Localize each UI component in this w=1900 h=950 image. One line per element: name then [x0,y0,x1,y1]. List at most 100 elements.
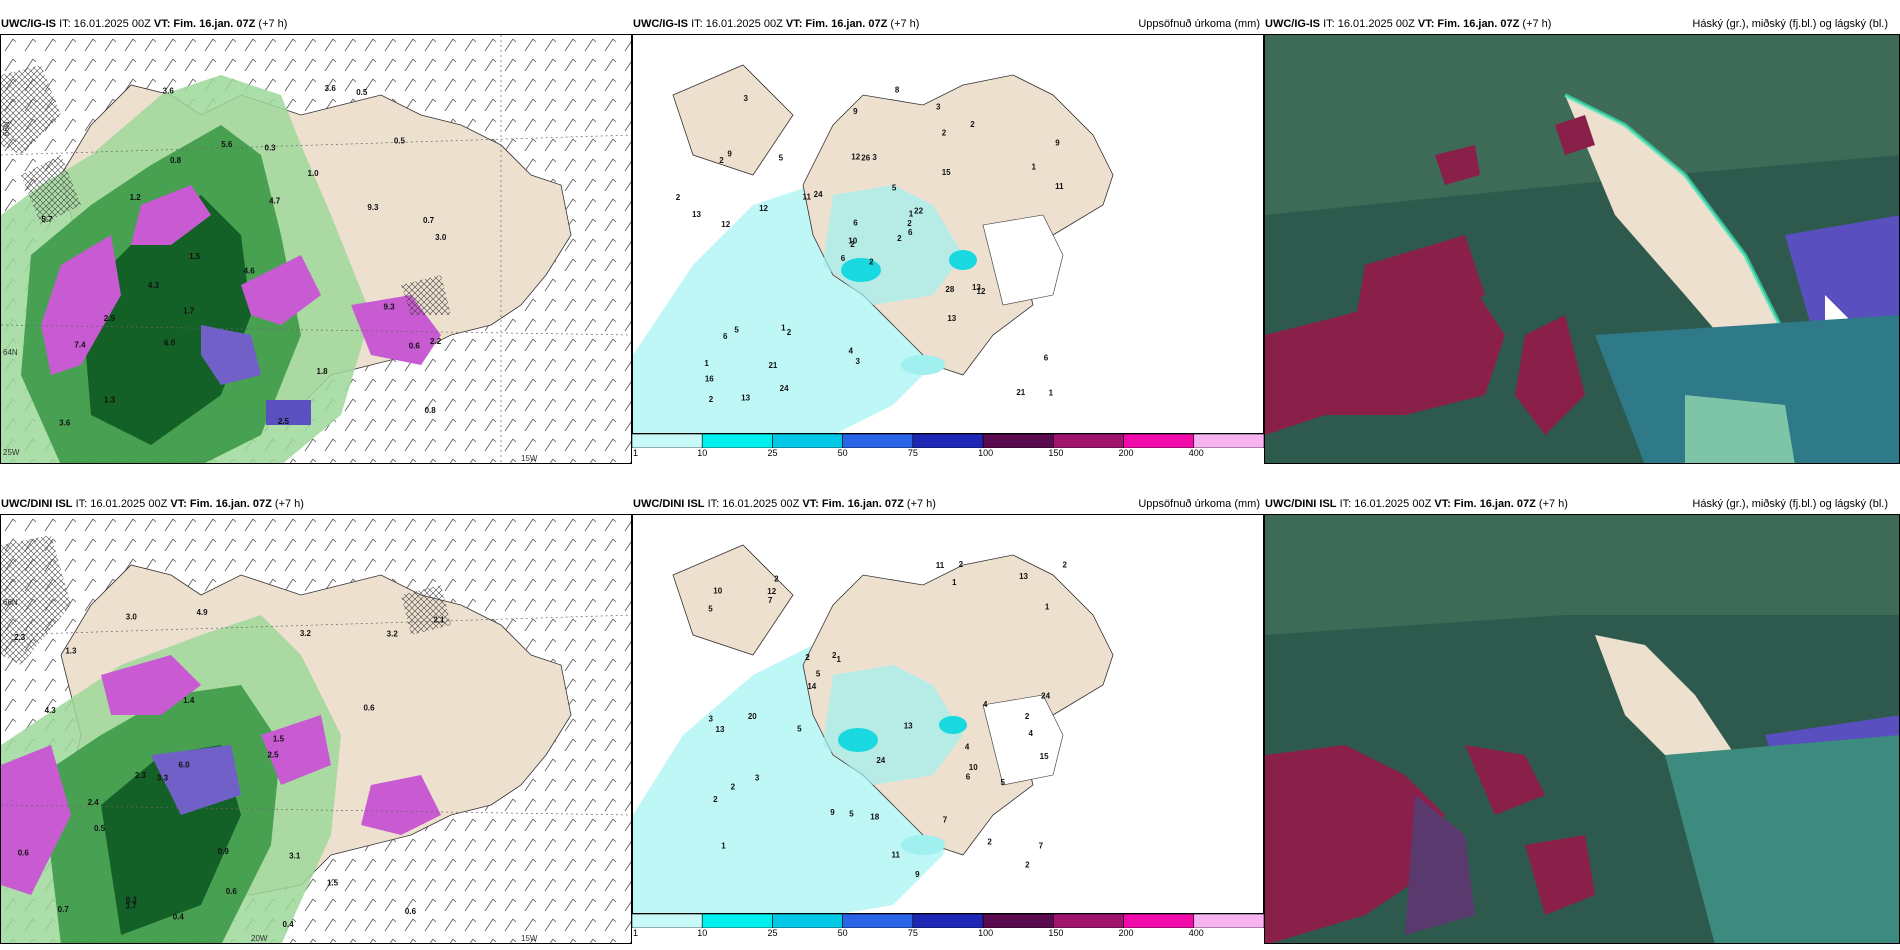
value-label: 13 [692,210,701,219]
value-label: 2 [713,795,718,804]
value-label: 5 [734,325,739,334]
value-label: 2.2 [430,337,442,346]
value-label: 3.0 [435,233,447,242]
value-label: 5 [849,810,854,819]
value-label: 2.9 [104,314,116,323]
value-label: 1 [1045,602,1050,611]
value-label: 3 [872,153,877,162]
cloud-map[interactable] [1264,34,1900,464]
value-label: 1.3 [104,396,116,405]
init-time: IT: 16.01.2025 00Z [691,18,783,30]
value-label: 0.6 [226,887,238,896]
valid-time: Fim. 16.jan. 07Z [173,18,256,30]
legend-swatch [632,914,703,928]
value-label: 5 [797,724,802,733]
value-label: 9.3 [367,203,379,212]
value-label: 7 [1039,842,1044,851]
legend-swatch [1123,914,1195,928]
value-label: 13 [716,725,725,734]
value-label: 9 [853,107,858,116]
legend-label: 50 [837,448,848,458]
wind-map[interactable]: 66N 64N 15W 25W 0.8 0.7 1.0 3.0 1.5 2.2 1.7 3.6… [0,34,632,464]
legend-label: 75 [907,928,918,938]
value-label: 3 [936,103,941,112]
value-label: 15 [942,168,951,177]
value-label: 18 [870,813,879,822]
init-time: IT: 16.01.2025 00Z [707,498,800,510]
legend-swatch [912,434,984,448]
value-label: 13 [972,283,981,292]
value-label: 4.3 [148,281,160,290]
value-label: 5 [779,154,784,163]
legend-swatch [1193,914,1264,928]
model-name: UWC/IG-IS [1265,18,1320,30]
panel-header: UWC/DINI ISL IT: 16.01.2025 00Z VT: Fim.… [632,494,1264,514]
lat-66n-label: 66N [3,598,18,607]
value-label: 4 [849,346,854,355]
value-label: 12 [721,220,730,229]
value-label: 3.6 [325,84,337,93]
value-label: 13 [1019,572,1028,581]
value-label: 2.5 [268,751,280,760]
legend-label: 100 [978,448,994,458]
value-label: 5 [816,669,821,678]
valid-time: Fim. 16.jan. 07Z [821,498,904,510]
cloud-map[interactable] [1264,514,1900,944]
legend-swatch [842,434,914,448]
value-label: 6 [966,773,971,782]
value-label: 2 [970,120,975,129]
value-label: 9.3 [384,303,396,312]
lead-time: (+7 h) [1522,18,1552,30]
value-label: 1.3 [65,647,77,656]
value-label: 1.5 [273,735,285,744]
legend-swatch [982,914,1054,928]
value-label: 21 [1016,388,1025,397]
value-label: 28 [945,285,954,294]
lead-time: (+7 h) [1538,498,1568,510]
legend-label: 200 [1118,928,1134,938]
value-label: 3 [709,714,714,723]
value-label: 1 [1032,163,1037,172]
cloud-panel-top: UWC/IG-IS IT: 16.01.2025 00Z VT: Fim. 16… [1264,14,1900,464]
value-label: 1.2 [130,193,142,202]
legend-swatch [701,434,773,448]
value-label: 7 [943,815,948,824]
value-label: 12 [759,204,768,213]
value-label: 24 [814,190,823,199]
precip-map[interactable]: 4 4 1 2 1 2 2 1 2 9 5 3 10 7 9 24 24 13 2 3 2 13 14 15 11 12 10 13 7… [632,514,1264,914]
wind-panel-bottom: UWC/DINI ISL IT: 16.01.2025 00Z VT: Fim.… [0,494,632,944]
valid-time: Fim. 16.jan. 07Z [1453,498,1536,510]
model-name: UWC/IG-IS [633,18,688,30]
value-label: 11 [892,851,901,860]
legend-label: 400 [1188,928,1204,938]
value-label: 1.0 [307,169,319,178]
value-label: 1.8 [317,367,329,376]
value-label: 3.6 [59,419,71,428]
value-label: 0.7 [423,216,435,225]
init-time: IT: 16.01.2025 00Z [75,498,168,510]
value-label: 1 [781,323,786,332]
lon-25w-label: 25W [3,448,20,457]
precip-map[interactable]: 2 2 2 1 1 2 3 3 2 2 3 1 12 9 6 15 13 12 5 5 24 16 21 26 22 12 9 9 13… [632,34,1264,434]
value-label: 4.7 [269,197,281,206]
legend-label: 10 [697,448,708,458]
field-title: Háský (gr.), miðský (fj.bl.) og lágský (… [1692,498,1888,510]
value-label: 2 [1062,560,1067,569]
wind-map[interactable]: 66N 20W 15W 0.4 0.4 0.3 1.5 3.0 1.3 2.3 0.6 4.9 1… [0,514,632,944]
value-label: 0.6 [363,703,375,712]
field-title: Uppsöfnuð úrkoma (mm) [1138,498,1260,510]
value-label: 0.6 [409,342,421,351]
value-label: 2 [1025,861,1030,870]
value-label: 21 [768,361,777,370]
value-label: 3.0 [126,613,138,622]
legend-swatch [1123,434,1195,448]
value-label: 13 [741,393,750,402]
value-label: 4.9 [196,608,208,617]
value-label: 1 [704,359,709,368]
legend-swatch [842,914,914,928]
value-label: 1 [721,842,726,851]
init-time: IT: 16.01.2025 00Z [1339,498,1432,510]
value-label: 22 [914,207,923,216]
lat-66n-label: 66N [2,121,11,136]
model-name: UWC/DINI ISL [1265,498,1337,510]
